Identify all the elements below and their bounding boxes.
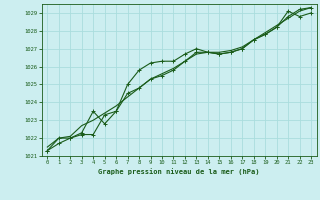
X-axis label: Graphe pression niveau de la mer (hPa): Graphe pression niveau de la mer (hPa) bbox=[99, 168, 260, 175]
